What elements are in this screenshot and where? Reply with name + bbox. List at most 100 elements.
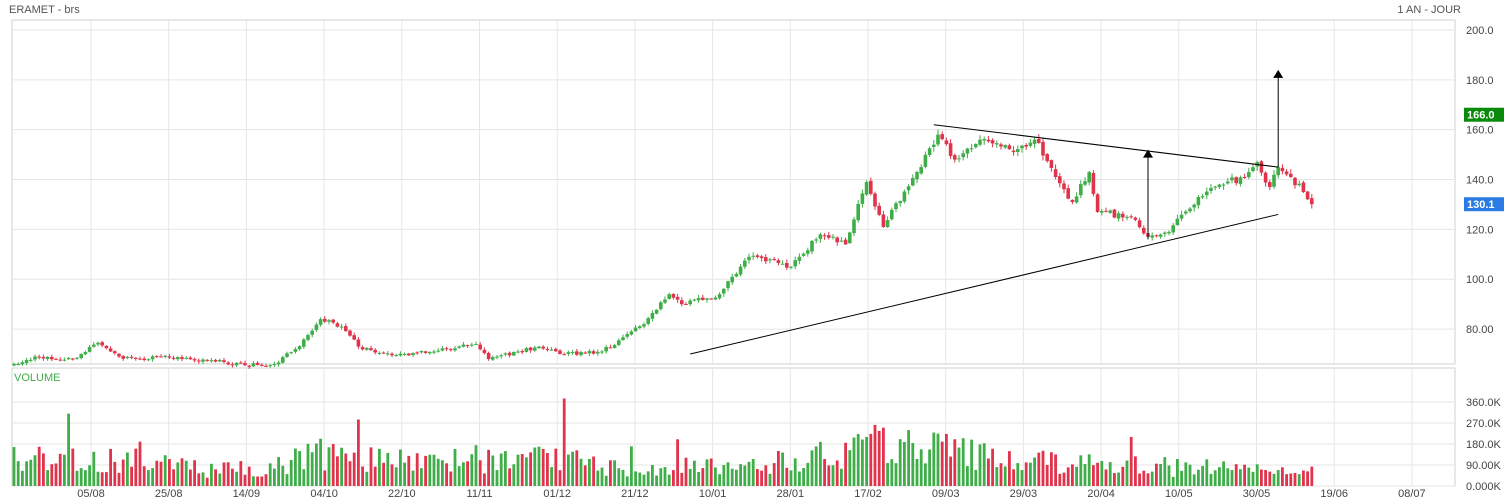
volume-bar (134, 448, 138, 486)
volume-bar (92, 451, 96, 486)
volume-bar (722, 465, 726, 486)
candle-body (83, 351, 88, 355)
candle-body (104, 345, 109, 349)
candle-body (230, 364, 235, 366)
volume-bar (75, 470, 79, 486)
candle-body (1251, 167, 1255, 172)
candle-body (226, 362, 230, 365)
volume-bar (306, 443, 310, 486)
volume-bar (491, 455, 495, 486)
volume-bar (945, 433, 948, 486)
candle-body (549, 349, 554, 351)
volume-bar (1171, 476, 1175, 486)
candle-body (323, 318, 327, 322)
volume-bar (651, 465, 654, 486)
volume-bar (974, 469, 978, 486)
candle-body (1234, 177, 1238, 184)
candle-body (163, 355, 167, 357)
candle-body (394, 355, 398, 357)
price-tick-label: 80.00 (1466, 324, 1494, 336)
volume-bar (512, 464, 516, 486)
candle-body (797, 256, 802, 261)
candle-body (965, 148, 970, 154)
candle-body (1062, 183, 1066, 190)
volume-bar (323, 470, 327, 486)
candle-body (642, 324, 646, 327)
volume-bar (907, 430, 910, 486)
candle-body (596, 351, 600, 354)
volume-bar (483, 473, 486, 486)
candle-body (167, 356, 172, 358)
candle-body (948, 143, 953, 156)
volume-bar (768, 473, 772, 486)
candle-body (1221, 184, 1226, 186)
candle-body (654, 309, 659, 314)
candle-body (50, 356, 54, 360)
candle-body (150, 356, 155, 360)
volume-bar (478, 460, 482, 486)
candle-body (986, 139, 991, 142)
candle-body (205, 359, 209, 361)
candle-body (310, 330, 314, 335)
volume-bar (516, 454, 520, 486)
volume-bar (1079, 455, 1083, 486)
candle-body (608, 347, 613, 349)
candle-body (638, 326, 642, 328)
volume-bar (1226, 468, 1230, 486)
candle-body (680, 300, 684, 305)
candle-body (1121, 213, 1125, 218)
volume-bar (886, 462, 889, 486)
candle-body (1205, 191, 1209, 196)
volume-bar (789, 470, 793, 486)
volume-bar (550, 467, 553, 486)
volume-bar (495, 470, 499, 486)
volume-bar (1054, 454, 1057, 486)
candle-body (293, 349, 298, 352)
volume-bar (357, 419, 360, 486)
candle-body (995, 143, 999, 145)
volume-bar (831, 465, 835, 486)
volume-bar (718, 474, 721, 486)
candle-body (444, 348, 449, 350)
candle-body (747, 256, 751, 261)
volume-bar (1243, 464, 1246, 486)
candle-body (184, 357, 188, 359)
candle-body (822, 235, 827, 237)
volume-bar (953, 439, 957, 486)
candle-body (1213, 186, 1217, 188)
candle-body (386, 353, 390, 355)
volume-bar (743, 465, 747, 486)
candle-body (906, 186, 911, 191)
volume-bar (256, 476, 259, 486)
candle-body (20, 362, 25, 365)
volume-bar (277, 457, 280, 486)
candle-body (902, 191, 907, 202)
candle-body (142, 358, 146, 361)
candle-body (16, 363, 20, 365)
candle-body (801, 253, 806, 256)
volume-bar (777, 451, 780, 486)
candle-body (633, 327, 638, 332)
volume-bar (911, 443, 915, 486)
candle-body (1137, 220, 1142, 228)
last-price-badge: 130.1 (1467, 199, 1495, 211)
volume-bar (592, 456, 595, 486)
candle-body (1184, 211, 1188, 214)
volume-bar (1024, 462, 1028, 486)
volume-bar (424, 455, 427, 486)
volume-bar (558, 470, 562, 486)
candle-body (192, 359, 197, 361)
candle-body (612, 345, 617, 349)
volume-bar (856, 434, 860, 486)
volume-bar (428, 454, 432, 486)
candle-body (852, 219, 856, 234)
candle-body (969, 148, 974, 150)
volume-bar (201, 472, 205, 486)
volume-bar (415, 453, 419, 486)
volume-bar (1104, 469, 1108, 486)
volume-bar (172, 469, 175, 486)
volume-bar (546, 453, 549, 486)
candle-body (709, 298, 713, 300)
candle-body (1003, 145, 1007, 148)
period-label[interactable]: 1 AN - JOUR (1397, 4, 1461, 16)
